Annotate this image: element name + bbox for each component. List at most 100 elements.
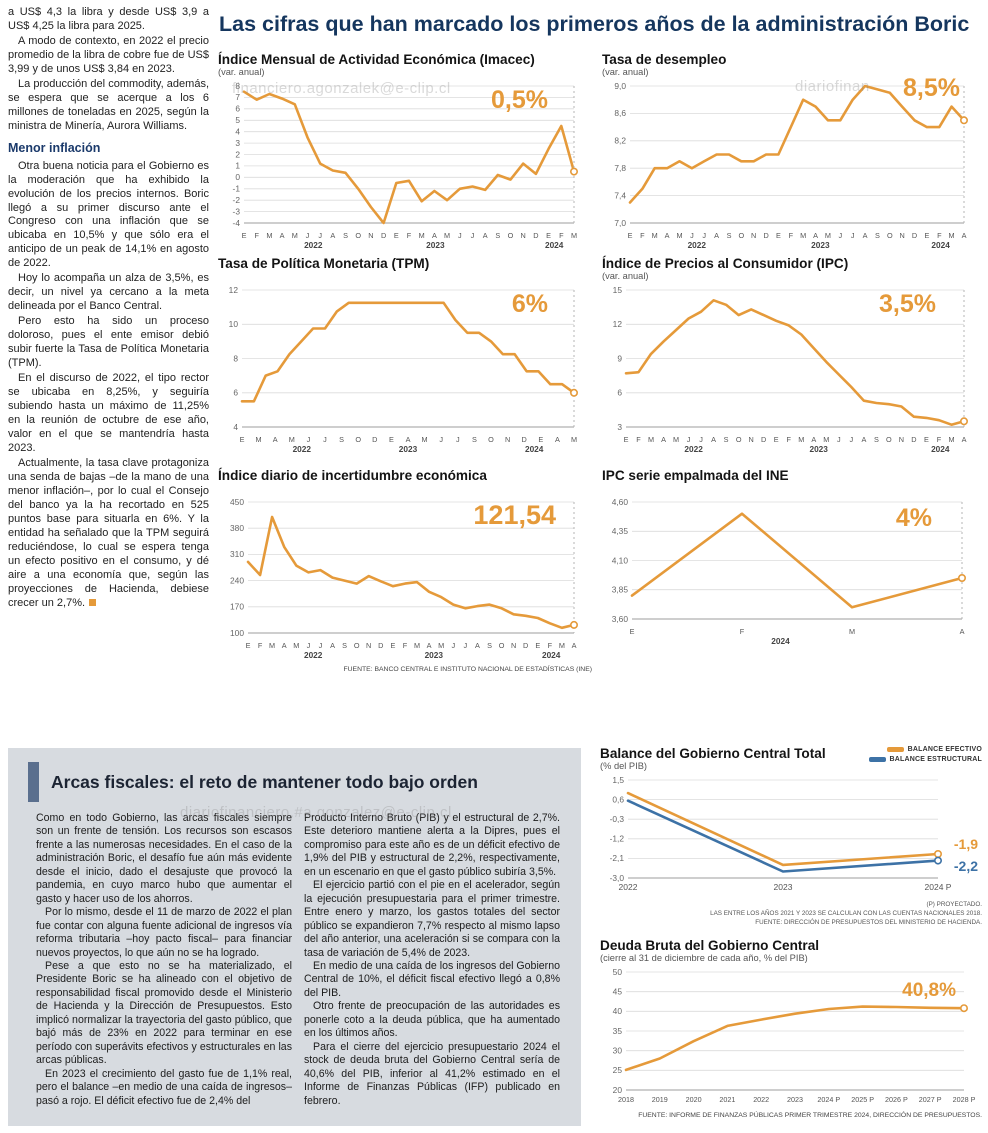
svg-text:310: 310 xyxy=(230,549,244,559)
svg-text:A: A xyxy=(960,627,965,636)
svg-text:O: O xyxy=(738,231,744,240)
section-subhead: Menor inflación xyxy=(8,140,101,155)
svg-text:A: A xyxy=(962,435,967,444)
svg-text:E: E xyxy=(624,435,629,444)
svg-text:J: J xyxy=(687,435,691,444)
ipc-ine-line-chart: 4,60 4,35 4,10 3,85 3,60E F M A 2024 xyxy=(612,497,966,646)
svg-text:4: 4 xyxy=(235,127,240,137)
svg-text:2022: 2022 xyxy=(688,240,707,250)
svg-text:J: J xyxy=(451,641,455,650)
svg-text:-1: -1 xyxy=(233,184,241,194)
svg-text:45: 45 xyxy=(613,987,623,997)
svg-text:D: D xyxy=(381,231,386,240)
svg-text:J: J xyxy=(463,641,467,650)
chart-subtitle: (% del PIB) xyxy=(600,761,648,771)
chart-subtitle: (var. anual) xyxy=(602,271,649,281)
svg-text:1: 1 xyxy=(235,161,240,171)
svg-text:12: 12 xyxy=(229,285,239,295)
ipc-ine-value-callout: 4% xyxy=(895,504,932,532)
svg-text:O: O xyxy=(354,641,360,650)
svg-text:O: O xyxy=(508,231,514,240)
svg-text:2022: 2022 xyxy=(304,240,323,250)
chart-source: FUENTE: INFORME DE FINANZAS PÚBLICAS PRI… xyxy=(638,1112,982,1119)
legend-swatch-efectivo xyxy=(886,747,904,752)
svg-text:J: J xyxy=(837,435,841,444)
svg-text:D: D xyxy=(912,231,917,240)
fiscal-column-1: Como en todo Gobierno, las arcas fiscale… xyxy=(36,812,292,1114)
svg-text:F: F xyxy=(254,231,259,240)
paragraph: a US$ 4,3 la libra y desde US$ 3,9 a US$… xyxy=(8,6,209,32)
balance-efectivo-end-label: -1,9 xyxy=(953,836,978,852)
svg-text:6: 6 xyxy=(235,104,240,114)
svg-text:S: S xyxy=(875,231,880,240)
svg-text:E: E xyxy=(240,435,245,444)
svg-text:O: O xyxy=(887,231,893,240)
paragraph: En el discurso de 2022, el tipo rector s… xyxy=(8,372,209,454)
tpm-value-callout: 6% xyxy=(511,290,548,318)
svg-text:8: 8 xyxy=(233,353,238,363)
svg-text:M: M xyxy=(825,231,831,240)
chart-subtitle: (var. anual) xyxy=(602,67,649,77)
svg-text:E: E xyxy=(394,231,399,240)
svg-text:D: D xyxy=(378,641,383,650)
svg-text:J: J xyxy=(838,231,842,240)
chart-card-ipc-ine: IPC serie empalmada del INE 4,60 4,35 4,10… xyxy=(602,468,976,651)
svg-text:F: F xyxy=(937,435,942,444)
svg-text:4,10: 4,10 xyxy=(612,555,629,565)
svg-text:A: A xyxy=(813,231,818,240)
svg-text:E: E xyxy=(924,231,929,240)
chart-card-deuda: Deuda Bruta del Gobierno Central (cierre… xyxy=(600,938,982,1119)
svg-text:-2: -2 xyxy=(233,195,241,205)
paragraph: En medio de una caída de los ingresos de… xyxy=(304,959,560,999)
svg-text:E: E xyxy=(246,641,251,650)
svg-text:100: 100 xyxy=(230,628,244,638)
svg-text:2022: 2022 xyxy=(753,1095,769,1104)
svg-text:2023: 2023 xyxy=(399,444,418,454)
copper-price-paragraphs: a US$ 4,3 la libra y desde US$ 3,9 a US$… xyxy=(8,6,209,134)
svg-text:4: 4 xyxy=(233,422,238,432)
svg-text:M: M xyxy=(823,435,829,444)
svg-text:-1,2: -1,2 xyxy=(610,834,625,844)
svg-text:A: A xyxy=(661,435,666,444)
svg-text:A: A xyxy=(555,435,560,444)
svg-text:J: J xyxy=(319,641,323,650)
chart-source: FUENTE: BANCO CENTRAL E INSTITUTO NACION… xyxy=(343,666,593,673)
svg-text:D: D xyxy=(763,231,768,240)
ipc-value-callout: 3,5% xyxy=(879,290,936,318)
chart-card-imacec: Índice Mensual de Actividad Económica (I… xyxy=(218,52,592,255)
svg-text:40: 40 xyxy=(613,1006,623,1016)
svg-text:M: M xyxy=(673,435,679,444)
svg-text:2023: 2023 xyxy=(787,1095,803,1104)
svg-text:F: F xyxy=(786,435,791,444)
chart-title: Deuda Bruta del Gobierno Central xyxy=(600,938,820,953)
svg-text:D: D xyxy=(761,435,766,444)
chart-card-tpm: Tasa de Política Monetaria (TPM) 12 10 8 6 4… xyxy=(218,256,592,459)
svg-text:M: M xyxy=(800,231,806,240)
chart-card-incertidumbre: Índice diario de incertidumbre económica… xyxy=(218,468,592,673)
svg-text:S: S xyxy=(487,641,492,650)
svg-text:3,85: 3,85 xyxy=(612,585,629,595)
svg-text:2024 P: 2024 P xyxy=(925,882,952,892)
balance-legend: BALANCE EFECTIVO BALANCE ESTRUCTURAL xyxy=(868,746,982,766)
svg-text:M: M xyxy=(676,231,682,240)
svg-text:E: E xyxy=(390,641,395,650)
svg-text:N: N xyxy=(368,231,373,240)
svg-text:9: 9 xyxy=(617,353,622,363)
left-article-column: a US$ 4,3 la libra y desde US$ 3,9 a US$… xyxy=(8,6,209,612)
svg-text:A: A xyxy=(714,231,719,240)
svg-text:F: F xyxy=(937,231,942,240)
svg-text:A: A xyxy=(475,641,480,650)
paragraph: Actualmente, la tasa clave protagoniza u… xyxy=(8,456,209,609)
chart-subtitle: (var. anual) xyxy=(218,67,265,77)
svg-text:0,6: 0,6 xyxy=(612,794,624,804)
svg-text:J: J xyxy=(323,435,327,444)
svg-text:J: J xyxy=(306,231,310,240)
svg-text:J: J xyxy=(307,435,311,444)
balance-footnotes: (P) PROYECTADO. LAS ENTRE LOS AÑOS 2021 … xyxy=(600,901,982,927)
svg-text:S: S xyxy=(724,435,729,444)
svg-text:E: E xyxy=(630,627,635,636)
paragraph: Producto Interno Bruto (PIB) y el estruc… xyxy=(304,812,560,878)
svg-text:2022: 2022 xyxy=(684,444,703,454)
chart-title: Índice Mensual de Actividad Económica (I… xyxy=(218,52,535,67)
